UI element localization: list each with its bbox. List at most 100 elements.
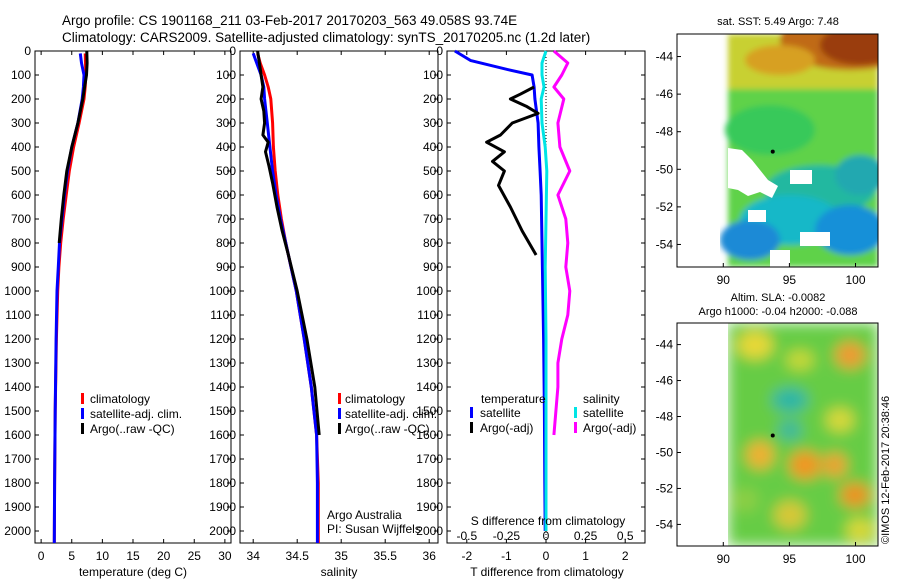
difference-profile-lines	[454, 49, 572, 532]
legend-swatch-satellite	[81, 408, 84, 419]
depth-tick-label: 1300	[209, 356, 236, 370]
depth-tick-label: 1400	[416, 380, 443, 394]
x-tick-label: 35	[335, 549, 349, 563]
depth-tick-label: 1900	[209, 500, 236, 514]
legend-swatch-s-argo	[574, 422, 577, 433]
temperature-axes-frame	[34, 50, 232, 544]
depth-tick-label: 1800	[209, 476, 236, 490]
x-tick-label: 10	[96, 549, 110, 563]
longitude-tick-label: 100	[846, 273, 866, 287]
depth-tick-label: 1700	[209, 452, 236, 466]
depth-tick-label: 1500	[4, 404, 31, 418]
depth-tick-label: 1800	[4, 476, 31, 490]
salinity-axes-frame	[239, 50, 439, 544]
depth-tick-label: 1300	[416, 356, 443, 370]
longitude-tick-label: 95	[783, 273, 797, 287]
salinity-depth-ticks: 0 100 200 300 400 500 600 700 800 900 1000 1100 1200…	[209, 44, 438, 538]
depth-tick-label: 2000	[416, 524, 443, 538]
temperature-x-ticks: 0 5 10 15 20 25 30	[38, 51, 232, 563]
depth-tick-label: 1500	[209, 404, 236, 418]
latitude-tick-label: -44	[656, 50, 674, 64]
depth-tick-label: 1100	[5, 308, 31, 322]
legend-swatch-climatology	[81, 393, 84, 404]
salinity-x-ticks: 34 34.5 35 35.5 36	[247, 51, 437, 563]
legend-label-t-argo: Argo(-adj)	[480, 421, 533, 435]
temperature-depth-ticks: 0 100 200 300 400 500 600 700 800 900 1000 1100 1200…	[4, 44, 231, 538]
salinity-difference-tick-label: 0.5	[617, 529, 634, 543]
depth-tick-label: 600	[11, 188, 31, 202]
salinity-profile-lines	[251, 50, 321, 543]
t-difference-x-axis-label: T difference from climatology	[470, 565, 624, 579]
depth-tick-label: 1300	[4, 356, 31, 370]
depth-tick-label: 1800	[416, 476, 443, 490]
depth-tick-label: 100	[11, 68, 31, 82]
header-title-line1: Argo profile: CS 1901168_211 03-Feb-2017…	[62, 13, 517, 28]
profile-line-salinity-argo-adj	[552, 49, 572, 436]
x-tick-label: 5	[68, 549, 75, 563]
x-tick-label: 0	[38, 549, 45, 563]
depth-tick-label: 1600	[4, 428, 31, 442]
depth-tick-label: 1400	[209, 380, 236, 394]
legend-label-satellite: satellite-adj. clim.	[345, 407, 437, 421]
temperature-panel: 0100200300400500600700800900100011001200…	[4, 44, 232, 579]
depth-tick-label: 600	[216, 188, 236, 202]
legend-swatch-argo	[338, 423, 341, 434]
sst-map-field	[720, 34, 878, 267]
legend-swatch-t-satellite	[470, 407, 473, 418]
depth-tick-label: 0	[436, 44, 443, 58]
depth-tick-label: 1500	[416, 404, 443, 418]
profile-line-temperature-satellite	[454, 49, 547, 532]
temperature-legend: climatology satellite-adj. clim. Argo(..…	[81, 392, 182, 436]
legend-heading-temperature: temperature	[481, 392, 546, 406]
credit-line2: PI: Susan Wijffels	[327, 522, 421, 536]
depth-tick-label: 1000	[209, 284, 236, 298]
difference-depth-ticks: 0 100 200 300 400 500 600 700 800 900 1000 1100 1200…	[416, 44, 645, 538]
legend-label-climatology: climatology	[345, 392, 405, 406]
sst-map-panel: sat. SST: 5.49 Argo: 7.48 -4	[656, 16, 879, 287]
legend-label-s-argo: Argo(-adj)	[583, 421, 636, 435]
difference-panel: 0100200300400500600700800900100011001200…	[416, 44, 646, 579]
depth-tick-label: 1200	[209, 332, 236, 346]
depth-tick-label: 900	[423, 260, 443, 274]
longitude-tick-label: 90	[717, 552, 731, 566]
legend-swatch-t-argo	[470, 422, 473, 433]
profile-line-salinity-satellite	[539, 50, 549, 531]
longitude-tick-label: 90	[717, 273, 731, 287]
header-title-line2: Climatology: CARS2009. Satellite-adjuste…	[62, 30, 590, 45]
sst-map-frame	[676, 33, 879, 268]
latitude-tick-label: -48	[656, 410, 674, 424]
temperature-x-axis-label: temperature (deg C)	[79, 565, 187, 579]
depth-tick-label: 700	[216, 212, 236, 226]
depth-tick-label: 1000	[416, 284, 443, 298]
legend-heading-salinity: salinity	[583, 392, 620, 406]
depth-tick-label: 700	[11, 212, 31, 226]
latitude-tick-label: -48	[656, 125, 674, 139]
depth-tick-label: 500	[11, 164, 31, 178]
depth-tick-label: 700	[423, 212, 443, 226]
depth-tick-label: 100	[216, 68, 236, 82]
sla-map-panel: Altim. SLA: -0.0082 Argo h1000: -0.04 h2…	[656, 292, 879, 566]
depth-tick-label: 200	[423, 92, 443, 106]
legend-swatch-s-satellite	[574, 407, 577, 418]
latitude-tick-label: -54	[656, 517, 674, 531]
x-tick-label: 25	[188, 549, 202, 563]
x-tick-label: 2	[622, 549, 629, 563]
credit-line1: Argo Australia	[327, 508, 402, 522]
depth-tick-label: 600	[423, 188, 443, 202]
salinity-difference-tick-label: -0.25	[493, 529, 521, 543]
latitude-tick-label: -50	[656, 445, 674, 459]
depth-tick-label: 500	[216, 164, 236, 178]
legend-swatch-argo	[81, 423, 84, 434]
depth-tick-label: 1700	[4, 452, 31, 466]
x-tick-label: 20	[157, 549, 171, 563]
argo-float-position	[770, 433, 775, 438]
depth-tick-label: 400	[423, 140, 443, 154]
depth-tick-label: 1600	[209, 428, 236, 442]
x-tick-label: 1	[582, 549, 589, 563]
latitude-tick-label: -44	[656, 338, 674, 352]
depth-tick-label: 1200	[416, 332, 443, 346]
x-tick-label: 36	[423, 549, 437, 563]
depth-tick-label: 200	[11, 92, 31, 106]
legend-label-argo: Argo(..raw -QC)	[345, 422, 430, 436]
legend-label-climatology: climatology	[90, 392, 150, 406]
